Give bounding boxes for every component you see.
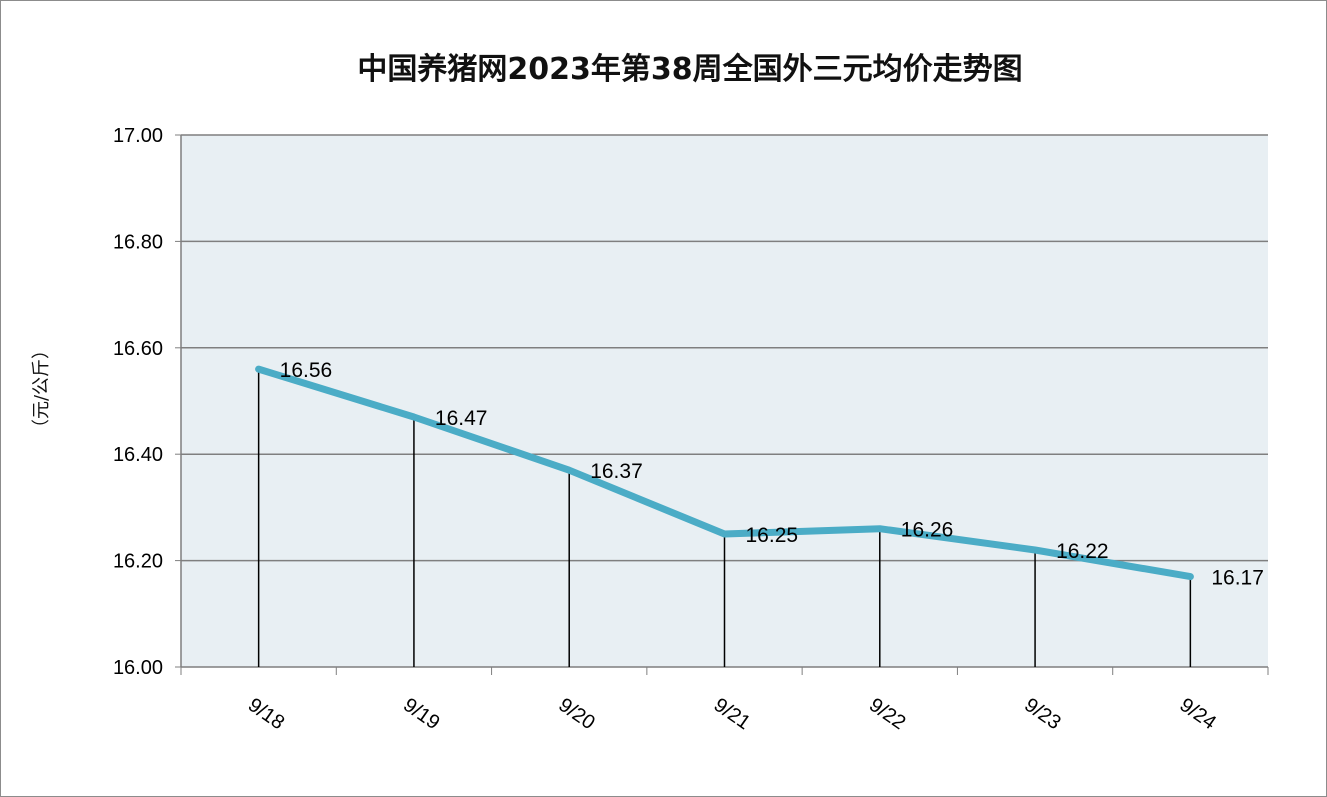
drop-lines xyxy=(257,369,1192,667)
data-label: 16.26 xyxy=(901,519,954,542)
data-label: 16.22 xyxy=(1056,540,1109,563)
x-tick-label: 9/23 xyxy=(1020,694,1065,734)
x-tick-labels: 9/18 9/19 9/20 9/21 9/22 9/23 9/24 xyxy=(244,694,1220,734)
y-tick-label: 16.40 xyxy=(113,444,163,466)
x-tick-label: 9/19 xyxy=(399,694,444,734)
data-label: 16.25 xyxy=(746,524,799,547)
y-tick-labels: 16.00 16.20 16.40 16.60 16.80 17.00 xyxy=(113,125,163,679)
chart-title: 中国养猪网2023年第38周全国外三元均价走势图 xyxy=(357,52,1022,87)
data-label: 16.17 xyxy=(1211,567,1264,590)
data-label: 16.37 xyxy=(590,460,643,483)
data-labels: 16.56 16.47 16.37 16.25 16.26 16.22 16.17 xyxy=(280,359,1264,589)
y-tick-label: 16.80 xyxy=(113,231,163,253)
y-tick-label: 16.00 xyxy=(113,657,163,679)
y-axis-label: （元/公斤） xyxy=(31,341,52,437)
data-label: 16.47 xyxy=(435,407,488,430)
series-line xyxy=(255,365,1194,581)
x-tick-label: 9/24 xyxy=(1176,694,1221,734)
x-tick-label: 9/22 xyxy=(865,694,910,734)
x-tick-label: 9/20 xyxy=(554,694,599,734)
x-tick-label: 9/21 xyxy=(710,694,755,734)
y-tick-label: 17.00 xyxy=(113,125,163,147)
x-tick-label: 9/18 xyxy=(244,694,289,734)
y-tick-label: 16.60 xyxy=(113,338,163,360)
data-label: 16.56 xyxy=(280,359,333,382)
y-tick-label: 16.20 xyxy=(113,551,163,573)
